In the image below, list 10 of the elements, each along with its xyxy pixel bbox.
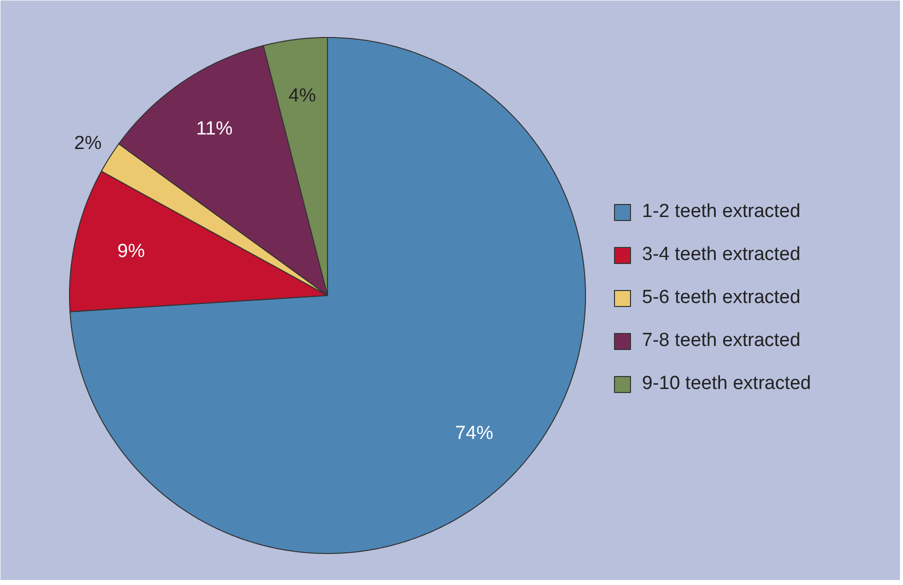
legend-label: 3-4 teeth extracted	[642, 244, 800, 266]
data-label: 2%	[74, 132, 102, 154]
legend-label: 9-10 teeth extracted	[642, 373, 811, 395]
data-label: 4%	[288, 85, 316, 106]
legend-label: 5-6 teeth extracted	[642, 287, 800, 309]
data-label: 11%	[196, 118, 233, 140]
data-label: 74%	[455, 422, 494, 444]
legend-label: 7-8 teeth extracted	[642, 330, 800, 352]
legend-label: 1-2 teeth extracted	[642, 201, 800, 223]
data-label: 9%	[117, 241, 145, 262]
